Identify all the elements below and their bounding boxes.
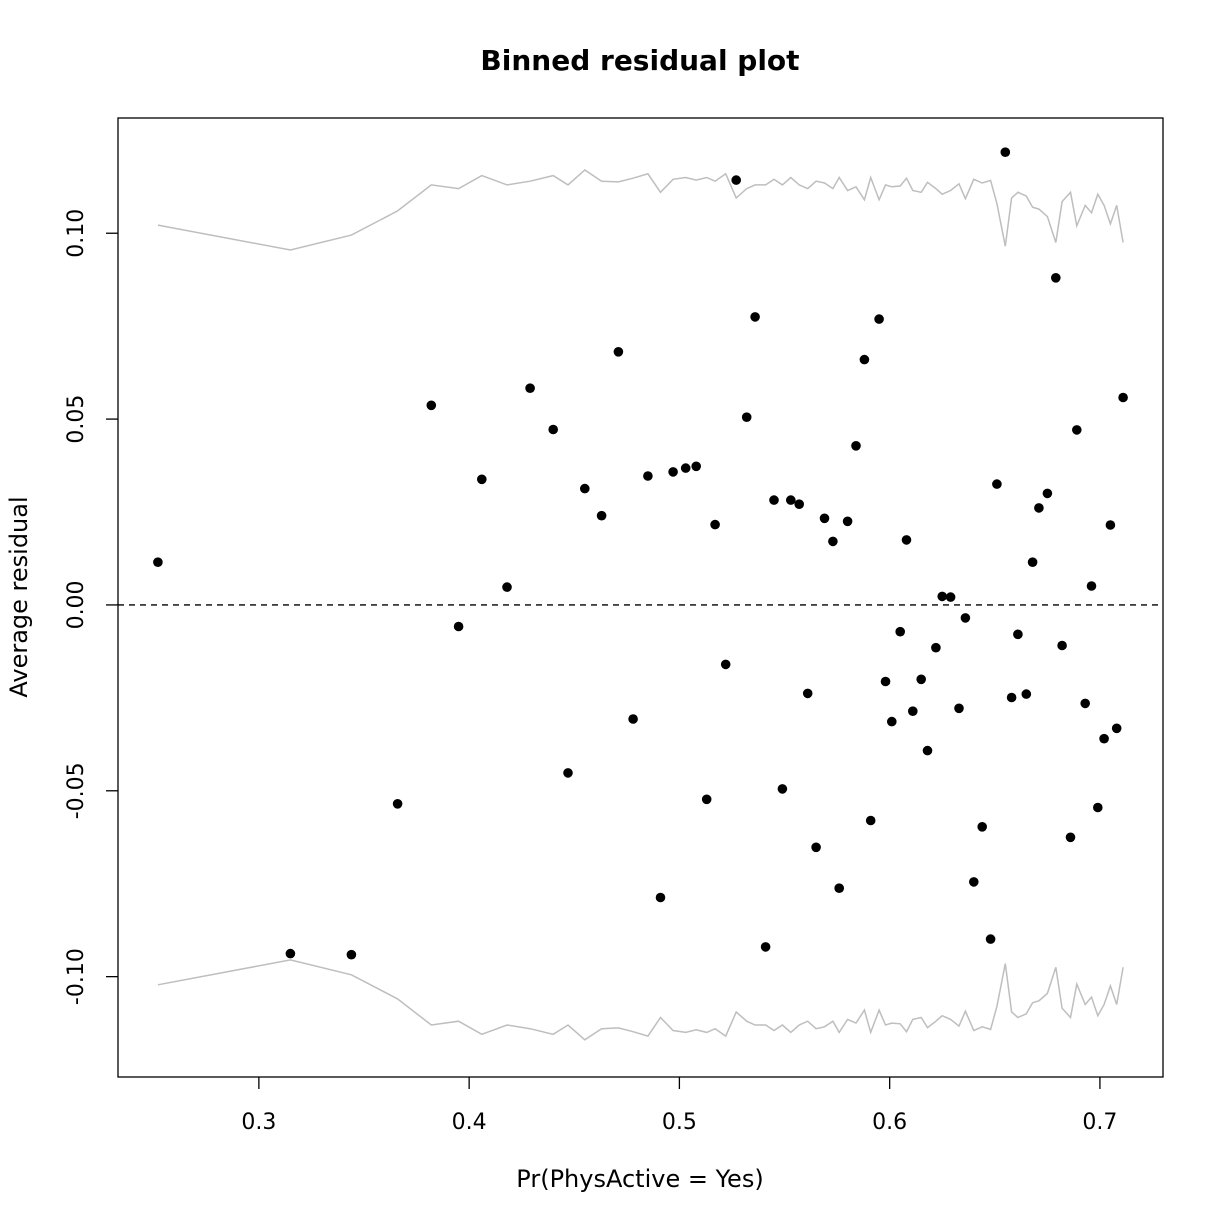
data-point — [1086, 581, 1097, 591]
data-point — [880, 676, 891, 687]
data-point — [954, 703, 964, 714]
data-point — [477, 474, 487, 485]
x-tick-label: 0.3 — [241, 1110, 276, 1135]
data-point — [811, 842, 821, 853]
data-point — [613, 347, 624, 357]
data-point — [563, 768, 573, 778]
data-point — [1065, 832, 1076, 843]
data-point — [985, 934, 996, 944]
data-point — [1051, 273, 1061, 283]
data-point — [895, 626, 905, 637]
data-point — [1034, 503, 1044, 513]
data-point — [710, 519, 720, 530]
data-point — [842, 516, 853, 527]
data-point — [1027, 557, 1038, 567]
data-point — [1118, 392, 1128, 403]
data-point — [901, 535, 912, 545]
x-axis-label: Pr(PhysActive = Yes) — [516, 1165, 763, 1193]
residual-points — [153, 147, 1128, 960]
data-point — [741, 412, 752, 423]
data-point — [1105, 520, 1116, 530]
data-point — [937, 591, 947, 602]
data-point — [859, 354, 870, 365]
lower-band-line — [157, 959, 1124, 1041]
data-point — [931, 642, 941, 653]
data-point — [153, 557, 163, 567]
plot-frame — [117, 117, 1164, 1078]
data-point — [1099, 733, 1109, 744]
upper-band-line — [157, 169, 1124, 251]
data-point — [580, 483, 590, 494]
data-point — [668, 467, 678, 477]
data-point — [1111, 723, 1122, 734]
data-point — [628, 714, 638, 724]
data-point — [802, 688, 813, 699]
y-axis: -0.10 -0.05 0.00 0.05 0.10 — [64, 209, 118, 1005]
data-point — [794, 499, 804, 510]
x-tick-label: 0.6 — [872, 1110, 907, 1135]
data-point — [1057, 640, 1067, 651]
y-tick-label: 0.05 — [64, 395, 89, 444]
data-point — [643, 471, 653, 481]
y-axis-label: Average residual — [5, 496, 33, 697]
x-axis: 0.3 0.4 0.5 0.6 0.7 — [241, 1077, 1117, 1135]
data-point — [1093, 802, 1103, 813]
data-point — [1013, 629, 1023, 640]
data-point — [1072, 425, 1082, 435]
data-point — [691, 461, 701, 472]
data-point — [285, 948, 296, 959]
data-point — [945, 592, 956, 602]
data-point — [680, 463, 691, 473]
data-point — [701, 794, 712, 805]
y-tick-label: 0.10 — [64, 209, 89, 258]
data-point — [453, 621, 464, 632]
data-point — [655, 892, 666, 903]
data-point — [865, 815, 876, 826]
data-point — [525, 383, 535, 394]
data-point — [960, 613, 971, 623]
data-point — [1006, 692, 1017, 703]
data-point — [346, 949, 357, 960]
data-point — [1080, 698, 1090, 709]
data-point — [596, 510, 607, 521]
x-tick-label: 0.5 — [662, 1110, 697, 1135]
data-point — [502, 582, 512, 592]
y-tick-label: 0.00 — [64, 580, 89, 629]
data-point — [834, 883, 844, 893]
data-point — [922, 745, 933, 756]
data-point — [1000, 147, 1011, 157]
data-point — [851, 441, 861, 451]
data-point — [908, 706, 918, 716]
data-point — [992, 479, 1002, 489]
data-point — [750, 312, 760, 322]
data-point — [392, 799, 403, 809]
data-point — [1021, 689, 1032, 699]
data-point — [969, 877, 979, 887]
data-point — [731, 175, 741, 185]
data-point — [760, 942, 771, 952]
error-bands — [157, 169, 1124, 1041]
data-point — [874, 314, 884, 324]
data-point — [887, 716, 897, 727]
data-point — [769, 495, 779, 505]
data-point — [548, 424, 558, 435]
data-point — [977, 822, 987, 832]
data-point — [426, 400, 437, 411]
data-point — [916, 674, 926, 685]
x-tick-label: 0.7 — [1082, 1110, 1117, 1135]
data-point — [720, 659, 731, 670]
y-tick-label: -0.10 — [64, 948, 89, 1005]
data-point — [1042, 488, 1053, 499]
data-point — [786, 495, 796, 505]
data-point — [777, 784, 788, 794]
data-point — [819, 513, 830, 524]
chart-title: Binned residual plot — [480, 44, 799, 77]
y-tick-label: -0.05 — [64, 762, 89, 819]
data-point — [828, 536, 838, 547]
x-tick-label: 0.4 — [452, 1110, 487, 1135]
